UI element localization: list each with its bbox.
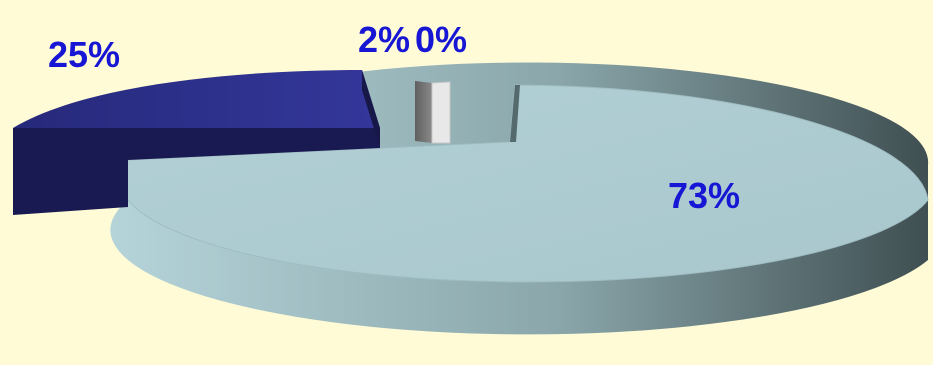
data-label-2: 2%	[358, 19, 410, 60]
data-label-73: 73%	[668, 175, 740, 216]
slice-top-25	[13, 70, 380, 128]
slice-edge-25	[362, 70, 380, 148]
slice-edge-73	[510, 85, 520, 142]
slice-side-25	[13, 128, 380, 215]
slice-top-73	[119, 84, 929, 283]
slice-top-0	[431, 81, 451, 144]
slice-side-2	[415, 81, 432, 143]
data-label-25: 25%	[48, 34, 120, 75]
data-label-0: 0%	[415, 19, 467, 60]
